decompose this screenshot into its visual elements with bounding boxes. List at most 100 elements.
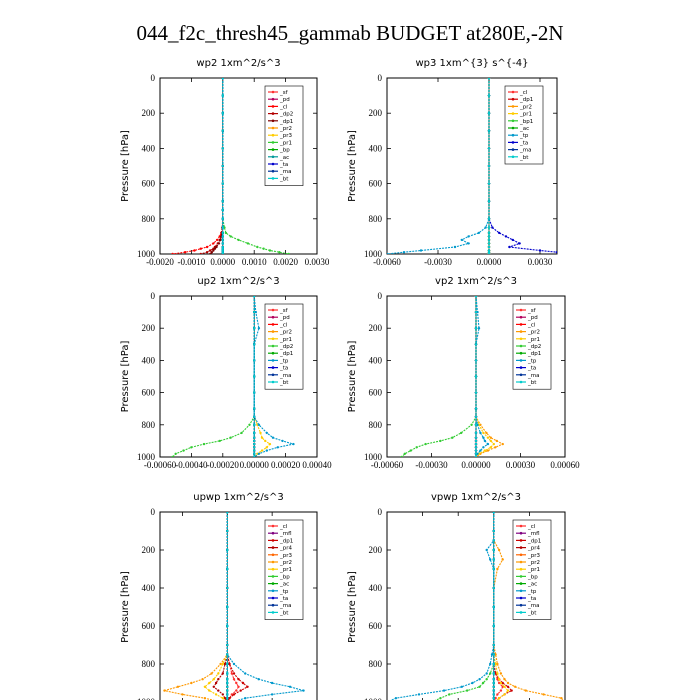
legend-marker <box>519 524 523 528</box>
legend-marker <box>511 112 515 115</box>
data-point <box>209 252 212 254</box>
legend-marker <box>271 373 275 377</box>
legend-marker <box>271 308 275 312</box>
legend-label: _pr1 <box>527 567 540 573</box>
legend-label: _bt <box>279 610 289 616</box>
data-point <box>265 431 268 435</box>
data-point <box>260 436 264 439</box>
data-point <box>501 442 504 446</box>
data-point <box>511 238 514 242</box>
data-point <box>467 242 470 245</box>
series-line-pr1 <box>204 512 228 700</box>
y-tick-label: 600 <box>369 388 383 398</box>
data-point <box>387 252 389 254</box>
data-point <box>265 446 268 449</box>
series-group <box>390 512 564 700</box>
legend-label: _ac <box>519 126 529 132</box>
series-line-dp1 <box>226 512 249 700</box>
data-point <box>501 558 504 561</box>
legend-label: _cl <box>527 322 536 328</box>
x-tick-label: 0.00000 <box>240 460 270 470</box>
legend-label: _ma <box>279 603 291 609</box>
legend-marker <box>271 112 275 115</box>
x-tick-label: 0.00030 <box>506 460 536 470</box>
data-point <box>268 249 272 252</box>
legend-label: _pr3 <box>279 133 293 139</box>
series-line-tp <box>226 512 304 700</box>
legend-marker <box>519 596 523 600</box>
legend-marker <box>519 546 523 549</box>
data-point <box>214 693 218 696</box>
plot-frame <box>386 77 558 255</box>
data-point <box>503 678 506 681</box>
legend-label: _tp <box>527 589 537 595</box>
legend-marker <box>271 133 275 137</box>
data-point <box>403 452 406 455</box>
data-point <box>232 678 236 681</box>
panel-title: vpwp 1xm^2/s^3 <box>431 492 521 503</box>
legend-marker <box>271 603 275 607</box>
data-point <box>221 238 224 242</box>
legend-marker <box>519 575 523 578</box>
data-point <box>506 681 510 685</box>
legend-label: _bp <box>527 574 538 580</box>
data-point <box>223 697 227 700</box>
data-point <box>241 681 245 685</box>
data-point <box>244 697 247 700</box>
legend-marker <box>271 582 275 585</box>
data-point <box>474 407 478 410</box>
data-point <box>415 446 418 449</box>
data-point <box>181 693 184 696</box>
data-point <box>226 643 229 647</box>
series-group <box>171 78 290 254</box>
data-point <box>221 147 224 150</box>
y-tick-label: 400 <box>369 143 383 153</box>
legend-label: _bt <box>527 380 537 386</box>
legend-label: _tp <box>527 358 537 364</box>
y-tick-label: 1000 <box>364 249 383 259</box>
series-group <box>387 78 557 254</box>
data-point <box>492 693 495 696</box>
data-point <box>208 689 211 692</box>
legend-label: _pr2 <box>519 104 532 110</box>
legend-marker <box>271 596 275 600</box>
data-point <box>253 359 256 362</box>
x-tick-label: -0.0010 <box>178 257 206 267</box>
legend-label: _pr2 <box>527 330 540 336</box>
legend-marker <box>519 611 523 614</box>
legend-marker <box>511 155 515 159</box>
data-point <box>190 446 193 449</box>
x-tick-label: 0.0010 <box>242 257 267 267</box>
plot-frame <box>159 77 318 255</box>
data-point <box>483 449 487 452</box>
legend-marker <box>511 126 515 130</box>
legend-label: _dp2 <box>527 344 541 350</box>
legend-marker <box>511 133 515 137</box>
data-point <box>439 439 442 443</box>
data-point <box>474 327 478 330</box>
y-tick-label: 800 <box>369 214 383 224</box>
y-tick-label: 0 <box>151 507 156 517</box>
data-point <box>221 94 224 97</box>
data-point <box>487 245 491 249</box>
data-point <box>492 685 495 688</box>
data-point <box>485 431 488 435</box>
series-line-pr2 <box>164 512 228 700</box>
data-point <box>402 251 406 254</box>
data-point <box>223 662 227 666</box>
legend-marker <box>519 330 523 333</box>
data-point <box>171 252 174 254</box>
data-point <box>203 697 207 700</box>
data-point <box>474 455 478 457</box>
legend-marker <box>519 560 523 564</box>
data-point <box>524 689 527 692</box>
data-point <box>477 327 481 330</box>
data-point <box>542 693 545 696</box>
data-point <box>487 78 491 80</box>
data-point <box>494 672 497 675</box>
data-point <box>496 567 499 571</box>
y-axis-label: Pressure [hPa] <box>120 341 131 413</box>
data-point <box>235 689 238 692</box>
x-tick-label: -0.00060 <box>371 460 404 470</box>
data-point <box>560 697 563 700</box>
